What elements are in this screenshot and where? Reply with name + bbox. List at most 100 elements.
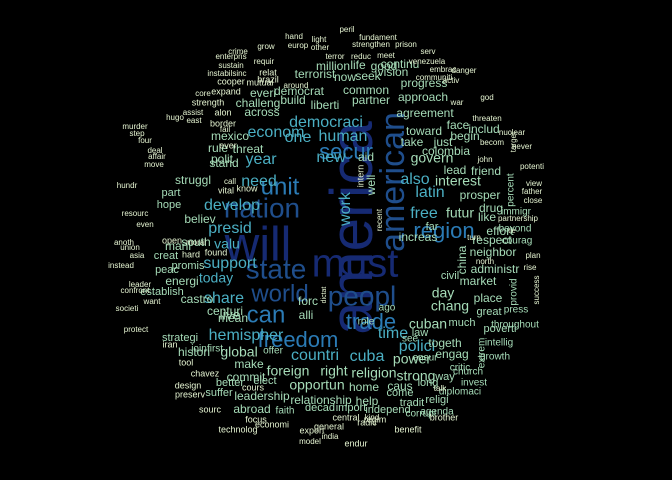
word-law: law [412,327,429,339]
word-east: east [186,116,202,125]
word-recent: recent [375,208,384,231]
word-just: just [433,135,453,149]
word-work: work [337,191,354,227]
word-histori: histori [178,345,210,359]
word-home: home [349,380,379,394]
word-govern: govern [411,150,454,166]
word-prosper: prosper [460,188,501,202]
word-caus: caus [387,379,412,393]
word-offer: offer [263,346,283,357]
word-foreign: foreign [267,363,310,379]
word-chang: chang [431,298,469,314]
word-protect: protect [124,325,149,334]
word-central: central [332,412,359,422]
word-step: step [129,129,145,138]
word-hope: hope [157,199,181,211]
word-view: view [526,179,542,188]
word-day: day [432,285,455,301]
word-hand: hand [285,32,303,41]
word-interest: interest [435,173,481,189]
word-like: like [478,210,496,224]
word-togeth: togeth [428,336,461,350]
word-much: much [449,317,476,329]
word-threaten: threaten [472,114,501,123]
word-alli: alli [299,308,314,322]
word-hard: hard [182,249,200,259]
word-futur: futur [446,205,474,221]
word-serv: serv [420,47,435,56]
word-latin: latin [415,184,444,201]
word-free: free [410,205,438,222]
word-castro: castro [181,292,214,306]
word-union: union [120,243,140,252]
word-immigr: immigr [501,207,532,218]
word-courag: courag [502,236,533,247]
word-see: see [402,334,419,345]
word-corrupt: corrupt [405,409,436,420]
word-partnership: partnership [498,214,539,223]
word-resourc: resourc [122,209,149,218]
word-commit: commit [227,370,266,384]
word-live: live [219,307,240,323]
word-nation: nation [224,192,300,223]
word-strength: strength [192,97,225,107]
word-creat: creat [154,250,178,262]
word-beyond: beyond [499,224,532,235]
word-economi: economi [255,419,289,429]
word-polit: polit [211,152,234,166]
word-vision: vision [378,65,409,79]
word-seek: seek [355,69,381,83]
word-peopl: peopl [328,280,397,311]
word-agreement: agreement [396,106,454,120]
word-talk: talk [434,384,447,393]
word-centuri: centuri [207,304,243,318]
word-must: must [312,242,399,286]
word-abroad: abroad [233,402,270,416]
word-unit: unit [261,173,300,200]
word-never: never [512,142,532,151]
word-econom: econom [248,124,305,141]
word-religion: religion [351,365,396,381]
word-close: close [524,196,543,205]
word-support: support [203,255,257,272]
word-will: will [224,219,292,272]
word-iran: iran [162,339,177,349]
word-prison: prison [395,40,417,49]
word-four: four [138,136,152,145]
word-democraci: democraci [289,114,363,131]
word-take: take [401,135,424,149]
word-progress: progress [401,76,448,90]
word-know: know [236,183,258,193]
word-ensur: ensur [412,353,438,364]
word-great: great [476,306,501,318]
word-opportun: opportun [289,377,344,393]
word-independ: independ [365,404,410,416]
word-part: part [162,187,181,199]
word-strengthen: strengthen [352,40,390,49]
word-john: john [476,155,492,164]
word-partner: partner [352,93,390,107]
word-embrac: embrac [430,65,457,74]
word-call: call [224,177,236,186]
word-diplomaci: diplomaci [439,387,481,398]
word-global: global [220,344,257,360]
word-lead: lead [444,163,467,177]
word-relationship: relationship [290,393,352,407]
word-meet: meet [377,51,396,60]
word-assist: assist [183,108,204,117]
word-good: good [371,59,398,73]
word-europ: europ [288,41,309,50]
word-american: american [374,112,412,252]
word-neighbor: neighbor [470,245,517,259]
word-core: core [195,89,211,98]
word-face: face [447,118,470,132]
word-countri: countri [291,347,339,364]
word-god: god [480,93,493,102]
word-found: found [205,247,228,257]
word-critic: critic [450,363,471,374]
word-well: well [364,175,378,197]
word-dictat: dictat [321,287,328,304]
word-leader: leader [129,280,152,289]
word-million: million [316,59,350,73]
word-import: import [336,402,367,414]
